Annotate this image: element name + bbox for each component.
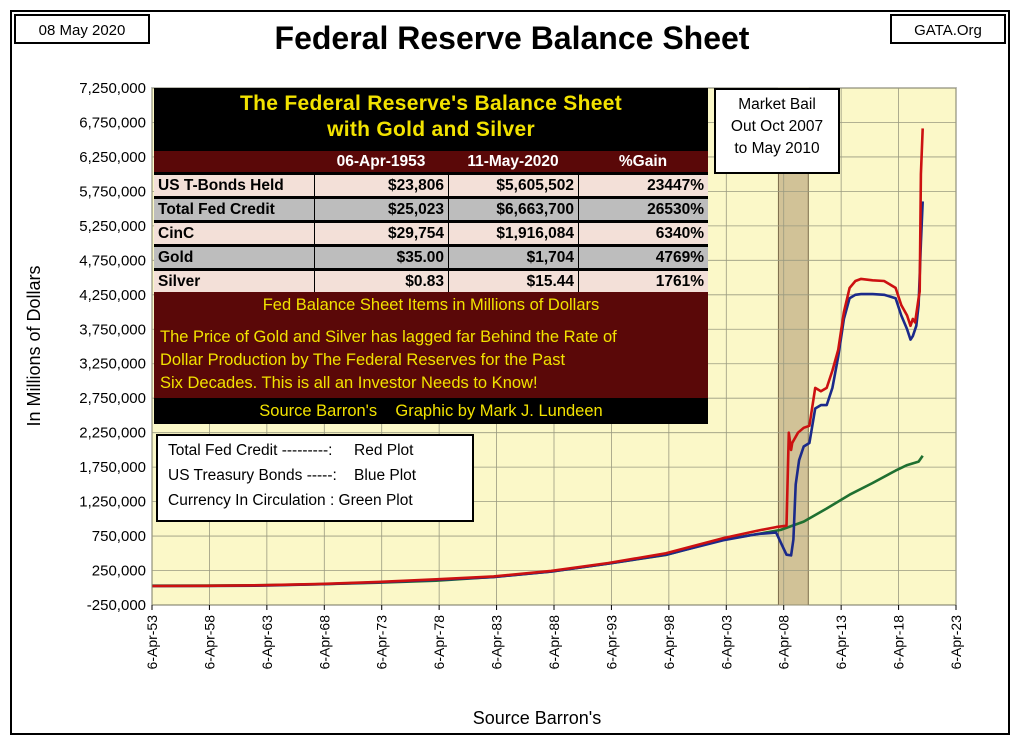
source-tag: GATA.Org	[890, 14, 1006, 44]
x-tick-label: 6-Apr-53	[144, 615, 160, 670]
row-label: US T-Bonds Held	[158, 177, 284, 194]
value-1953: $25,023	[314, 199, 448, 220]
table-title-line-1: The Federal Reserve's Balance Sheet	[239, 92, 622, 115]
table-header-row: 06-Apr-1953 11-May-2020 %Gain	[154, 151, 708, 172]
value-1953: $35.00	[314, 247, 448, 268]
y-tick-label: 250,000	[92, 563, 146, 580]
y-tick-label: 7,250,000	[79, 80, 146, 97]
y-tick-label: 5,750,000	[79, 183, 146, 200]
y-tick-label: 2,750,000	[79, 390, 146, 407]
value-2020: $6,663,700	[448, 199, 578, 220]
x-tick-label: 6-Apr-18	[891, 615, 907, 670]
chart-title: Federal Reserve Balance Sheet	[274, 20, 750, 56]
y-tick-label: 6,250,000	[79, 149, 146, 166]
commentary-band	[154, 320, 708, 398]
commentary-line-3: Six Decades. This is all an Investor Nee…	[160, 374, 538, 392]
legend-item-treasury-bonds: US Treasury Bonds -----: Blue Plot	[168, 467, 417, 484]
y-tick-label: 6,750,000	[79, 114, 146, 131]
units-note: Fed Balance Sheet Items in Millions of D…	[262, 296, 600, 314]
y-tick-label: -250,000	[87, 597, 146, 614]
x-tick-label: 6-Apr-83	[489, 615, 505, 670]
x-tick-label: 6-Apr-78	[431, 615, 447, 670]
gain-value: 26530%	[578, 199, 708, 220]
x-tick-label: 6-Apr-58	[201, 615, 217, 670]
bailout-note: Market Bail Out Oct 2007 to May 2010	[714, 88, 840, 174]
gain-value: 6340%	[578, 223, 708, 244]
y-tick-label: 5,250,000	[79, 218, 146, 235]
value-1953: $29,754	[314, 223, 448, 244]
credit-line: Source Barron's Graphic by Mark J. Lunde…	[259, 402, 603, 420]
y-axis-label: In Millions of Dollars	[24, 265, 44, 426]
table-title-line-2: with Gold and Silver	[327, 118, 535, 141]
x-tick-label: 6-Apr-88	[546, 615, 562, 670]
bailout-note-line-1: Market Bail	[738, 96, 816, 113]
info-table: The Federal Reserve's Balance Sheet with…	[154, 88, 708, 424]
table-row: CinC $29,754 $1,916,084 6340%	[154, 223, 708, 244]
series-layer	[152, 128, 924, 588]
row-label: CinC	[158, 225, 195, 242]
table-row: Total Fed Credit $25,023 $6,663,700 2653…	[154, 199, 708, 220]
y-tick-label: 1,750,000	[79, 459, 146, 476]
y-tick-label: 4,250,000	[79, 287, 146, 304]
x-tick-label: 6-Apr-73	[374, 615, 390, 670]
x-axis-label: Source Barron's	[473, 708, 602, 728]
date-label: 08 May 2020	[14, 14, 150, 44]
value-2020: $5,605,502	[448, 175, 578, 196]
bailout-note-line-2: Out Oct 2007	[730, 118, 824, 135]
legend-item-currency: Currency In Circulation : Green Plot	[168, 492, 413, 509]
y-tick-label: 3,750,000	[79, 321, 146, 338]
y-tick-label: 1,250,000	[79, 494, 146, 511]
x-tick-label: 6-Apr-63	[259, 615, 275, 670]
series-line-fed-credit	[152, 128, 924, 588]
legend-item-fed-credit: Total Fed Credit ---------: Red Plot	[168, 442, 414, 459]
x-tick-label: 6-Apr-68	[316, 615, 332, 670]
gain-value: 4769%	[578, 247, 708, 268]
bailout-note-line-3: to May 2010	[734, 140, 820, 157]
units-note-band	[154, 292, 708, 320]
row-label: Gold	[158, 249, 194, 266]
x-tick-label: 6-Apr-98	[661, 615, 677, 670]
table-row: US T-Bonds Held $23,806 $5,605,502 23447…	[154, 175, 708, 196]
value-2020: $1,916,084	[448, 223, 578, 244]
value-2020: $15.44	[448, 271, 578, 292]
commentary-line-2: Dollar Production by The Federal Reserve…	[160, 351, 566, 369]
commentary-line-1: The Price of Gold and Silver has lagged …	[160, 328, 617, 346]
x-tick-label: 6-Apr-23	[948, 615, 964, 670]
y-tick-label: 3,250,000	[79, 356, 146, 373]
y-tick-label: 2,250,000	[79, 425, 146, 442]
value-1953: $23,806	[314, 175, 448, 196]
table-row: Gold $35.00 $1,704 4769%	[154, 247, 708, 268]
x-tick-label: 6-Apr-13	[833, 615, 849, 670]
gain-value: 1761%	[578, 271, 708, 292]
column-header-1953: 06-Apr-1953	[336, 153, 426, 170]
x-tick-label: 6-Apr-93	[603, 615, 619, 670]
x-tick-label: 6-Apr-03	[718, 615, 734, 670]
value-2020: $1,704	[448, 247, 578, 268]
row-label: Total Fed Credit	[158, 201, 275, 218]
axis-layer: 7,250,000 6,750,000 6,250,000 5,750,000 5,25…	[79, 80, 964, 669]
row-label: Silver	[158, 273, 201, 290]
y-tick-label: 750,000	[92, 528, 146, 545]
x-tick-label: 6-Apr-08	[776, 615, 792, 670]
column-header-2020: 11-May-2020	[467, 153, 559, 170]
plot-legend: Total Fed Credit ---------: Red Plot US …	[156, 434, 474, 522]
value-1953: $0.83	[314, 271, 448, 292]
table-row: Silver $0.83 $15.44 1761%	[154, 271, 708, 292]
gain-value: 23447%	[578, 175, 708, 196]
y-tick-label: 4,750,000	[79, 252, 146, 269]
column-header-gain: %Gain	[618, 153, 668, 170]
